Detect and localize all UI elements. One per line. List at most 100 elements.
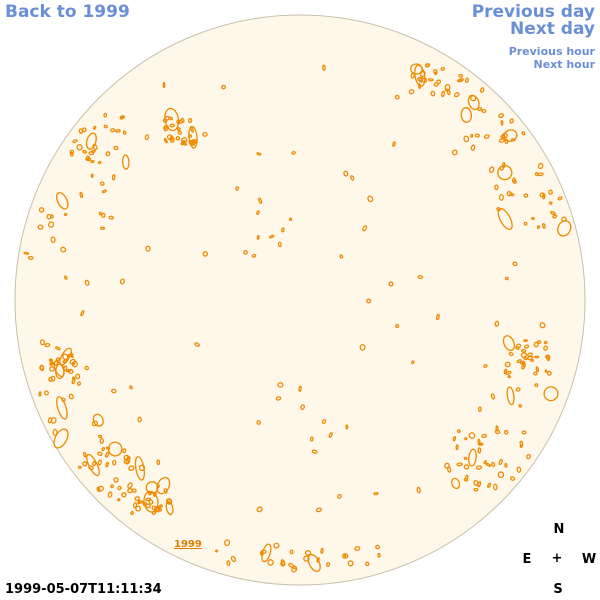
contour-mark	[105, 461, 109, 468]
contour-mark	[494, 429, 501, 435]
contour-mark	[503, 129, 518, 142]
next-hour-link[interactable]: Next hour	[533, 58, 596, 71]
contour-mark	[170, 137, 175, 143]
contour-mark	[291, 151, 296, 155]
contour-mark	[377, 553, 381, 558]
contour-mark	[56, 396, 68, 420]
contour-mark	[453, 92, 460, 98]
contour-mark	[552, 214, 558, 219]
compass-east: E	[522, 552, 532, 567]
contour-mark	[105, 446, 111, 450]
contour-mark	[530, 216, 535, 221]
contour-mark	[516, 466, 522, 473]
contour-mark	[411, 360, 415, 365]
contour-mark	[129, 385, 133, 390]
contour-mark	[521, 430, 527, 435]
contour-mark	[467, 94, 480, 111]
contour-mark	[188, 134, 193, 138]
contour-mark	[176, 119, 181, 125]
contour-mark	[354, 546, 361, 551]
contour-mark	[494, 320, 500, 327]
contour-mark	[446, 89, 451, 96]
contour-mark	[107, 441, 123, 457]
contour-mark	[23, 251, 30, 255]
contour-mark	[347, 560, 354, 567]
contour-mark	[175, 136, 181, 141]
contour-mark	[230, 555, 237, 563]
previous-day-link[interactable]: Previous day	[471, 2, 595, 22]
previous-hour-link[interactable]: Previous hour	[508, 45, 595, 58]
contour-mark	[468, 448, 477, 467]
contour-mark	[523, 344, 530, 349]
contour-mark	[64, 275, 68, 280]
contour-mark	[122, 130, 127, 135]
contour-mark	[117, 498, 121, 502]
contour-mark	[441, 90, 445, 98]
contour-mark	[50, 375, 56, 382]
disk-year-label[interactable]: 1999	[174, 539, 202, 550]
contour-mark	[258, 197, 263, 204]
contour-mark	[99, 181, 105, 186]
contour-mark	[120, 115, 125, 119]
contour-mark	[367, 195, 374, 203]
contour-mark	[424, 63, 431, 68]
contour-mark	[542, 193, 546, 200]
contour-mark	[260, 549, 267, 554]
contour-mark	[557, 220, 572, 237]
contour-mark	[103, 112, 108, 118]
contour-mark	[71, 362, 76, 366]
contour-mark	[187, 117, 193, 124]
contour-mark	[523, 356, 528, 361]
contour-mark	[93, 125, 97, 130]
contour-mark	[108, 215, 115, 220]
contour-mark	[168, 116, 174, 121]
contour-mark	[96, 486, 101, 493]
contour-mark	[475, 465, 483, 470]
contour-mark	[122, 154, 130, 170]
contour-mark	[498, 194, 504, 201]
contour-mark	[190, 139, 196, 146]
contour-mark	[103, 124, 108, 129]
contour-mark	[345, 424, 349, 430]
contour-mark	[520, 349, 527, 353]
contour-mark	[523, 339, 528, 343]
contour-mark	[328, 432, 333, 438]
contour-mark	[243, 249, 248, 255]
next-day-link[interactable]: Next day	[510, 19, 595, 39]
contour-mark	[273, 542, 280, 549]
contour-mark	[163, 125, 169, 132]
contour-mark	[460, 107, 473, 123]
contour-mark	[90, 173, 94, 178]
contour-mark	[477, 447, 482, 454]
contour-mark	[148, 499, 154, 505]
contour-mark	[298, 385, 302, 393]
contour-mark	[100, 226, 106, 230]
contour-mark	[117, 485, 122, 491]
contour-mark	[55, 191, 69, 210]
contour-mark	[523, 193, 529, 198]
contour-mark	[500, 134, 506, 140]
contour-mark	[433, 82, 439, 87]
contour-mark	[86, 453, 100, 477]
contour-mark	[543, 345, 548, 351]
contour-mark	[111, 174, 116, 181]
contour-mark	[97, 485, 104, 492]
back-to-year-link[interactable]: Back to 1999	[5, 2, 130, 22]
contour-mark	[38, 207, 45, 213]
contour-mark	[119, 278, 125, 285]
contour-mark	[177, 130, 183, 135]
contour-mark	[169, 123, 176, 128]
contour-mark	[251, 253, 257, 258]
contour-mark	[144, 503, 151, 509]
contour-mark	[473, 480, 479, 486]
contour-mark	[350, 175, 355, 181]
contour-mark	[261, 543, 272, 563]
contour-mark	[84, 365, 90, 371]
contour-mark	[101, 212, 106, 218]
contour-mark	[76, 143, 83, 151]
contour-mark	[75, 373, 81, 380]
contour-mark	[269, 234, 275, 239]
contour-mark	[138, 464, 146, 472]
contour-mark	[85, 132, 97, 150]
contour-mark	[133, 502, 138, 509]
